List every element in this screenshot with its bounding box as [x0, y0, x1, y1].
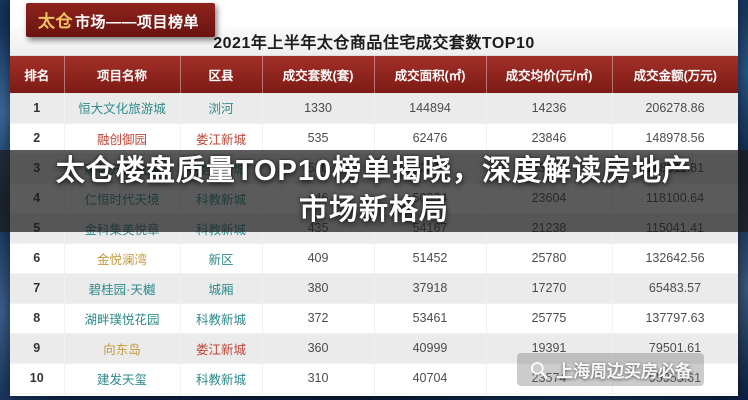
cell-price: 14236	[486, 93, 613, 124]
col-header-district: 区县	[180, 56, 263, 93]
table-body: 1 恒大文化旅游城 浏河 1330 144894 14236 206278.86 2 融创御园娄…	[10, 93, 739, 394]
magnifier-icon	[531, 361, 548, 379]
table-row: 8 湖畔璞悦花园 科教新城 372 53461 25775 137797.63	[10, 303, 739, 334]
cell-name: 湖畔璞悦花园	[64, 303, 181, 334]
cell-price: 23846	[486, 123, 613, 154]
cell-district: 科教新城	[180, 303, 263, 334]
cell-price: 19391	[486, 333, 613, 364]
cell-name: 金悦澜湾	[64, 243, 181, 274]
col-header-name: 项目名称	[64, 56, 181, 93]
badge-prefix: 太仓	[38, 12, 73, 31]
cell-area: 144894	[374, 93, 487, 124]
cell-count: 372	[262, 303, 375, 334]
cell-district: 科教新城	[180, 363, 263, 394]
cell-amount: 95955.61	[612, 363, 739, 394]
cell-rank: 1	[10, 93, 65, 124]
cell-count: 1330	[262, 93, 375, 124]
cell-district: 娄江新城	[180, 123, 263, 154]
headline-line1: 太仓楼盘质量TOP10榜单揭晓，深度解读房地产	[55, 155, 693, 187]
cell-district: 浏河	[180, 93, 263, 124]
cell-name: 建发天玺	[64, 363, 181, 394]
col-header-area: 成交面积(㎡)	[374, 56, 487, 93]
cell-price: 25775	[486, 303, 613, 334]
cell-district: 城厢	[180, 273, 263, 304]
col-header-amount: 成交金额(万元)	[612, 56, 738, 93]
headline-overlay: 太仓楼盘质量TOP10榜单揭晓，深度解读房地产 市场新格局	[0, 150, 748, 232]
cell-amount: 65483.57	[612, 273, 739, 304]
col-header-count: 成交套数(套)	[262, 56, 375, 93]
cell-price: 17270	[486, 273, 613, 304]
cell-amount: 137797.63	[612, 303, 739, 334]
cell-area: 62476	[374, 123, 487, 154]
table-row: 1 恒大文化旅游城 浏河 1330 144894 14236 206278.86	[10, 93, 739, 124]
badge-taicang-ranking: 太仓 市场——项目榜单	[26, 3, 216, 37]
cell-amount: 79501.61	[612, 333, 739, 364]
col-header-price: 成交均价(元/㎡)	[486, 56, 613, 93]
cell-area: 53461	[374, 303, 487, 334]
headline-line2: 市场新格局	[298, 194, 449, 226]
cell-area: 51452	[374, 243, 487, 274]
watermark-text: 上海周边买房必备	[556, 362, 692, 381]
cell-rank: 7	[10, 273, 65, 304]
cell-name: 向东岛	[64, 333, 181, 364]
table-row: 7 碧桂园·天樾 城厢 380 37918 17270 65483.57	[10, 273, 739, 304]
col-header-rank: 排名	[10, 56, 65, 93]
cell-rank: 10	[10, 363, 65, 394]
cell-rank: 9	[10, 333, 65, 364]
cell-amount: 206278.86	[612, 93, 739, 124]
cell-rank: 6	[10, 243, 65, 274]
cell-count: 409	[262, 243, 375, 274]
table-row: 9 向东岛 娄江新城 360 40999 19391 79501.61	[10, 333, 739, 364]
cell-area: 37918	[374, 273, 487, 304]
cell-rank: 2	[10, 123, 65, 154]
cell-area: 40999	[374, 333, 487, 364]
cell-count: 360	[262, 333, 375, 364]
cell-amount: 132642.56	[612, 243, 739, 274]
cell-name: 融创御园	[64, 123, 181, 154]
cell-price: 25780	[486, 243, 613, 274]
cell-count: 535	[262, 123, 375, 154]
table-row: 2 融创御园 娄江新城 535 62476 23846 148978.56	[10, 123, 739, 154]
cell-name: 碧桂园·天樾	[64, 273, 181, 304]
cell-district: 新区	[180, 243, 263, 274]
table-header: 排名 项目名称 区县 成交套数(套) 成交面积(㎡) 成交均价(元/㎡) 成交金…	[10, 56, 738, 93]
cell-count: 380	[262, 273, 375, 304]
badge-suffix: 市场——项目榜单	[75, 14, 200, 31]
cell-amount: 148978.56	[612, 123, 739, 154]
cell-name: 恒大文化旅游城	[64, 93, 181, 124]
cell-count: 310	[262, 363, 375, 394]
cell-district: 娄江新城	[180, 333, 263, 364]
cell-area: 40704	[374, 363, 487, 394]
watermark: 上海周边买房必备	[517, 353, 704, 386]
table-row: 10 建发天玺 科教新城 310 40704 23574 95955.61	[10, 363, 739, 394]
cell-price: 23574	[486, 363, 613, 394]
table-header-row: 排名 项目名称 区县 成交套数(套) 成交面积(㎡) 成交均价(元/㎡) 成交金…	[10, 56, 738, 93]
cell-rank: 8	[10, 303, 65, 334]
table-row: 6 金悦澜湾 新区 409 51452 25780 132642.56	[10, 243, 739, 274]
